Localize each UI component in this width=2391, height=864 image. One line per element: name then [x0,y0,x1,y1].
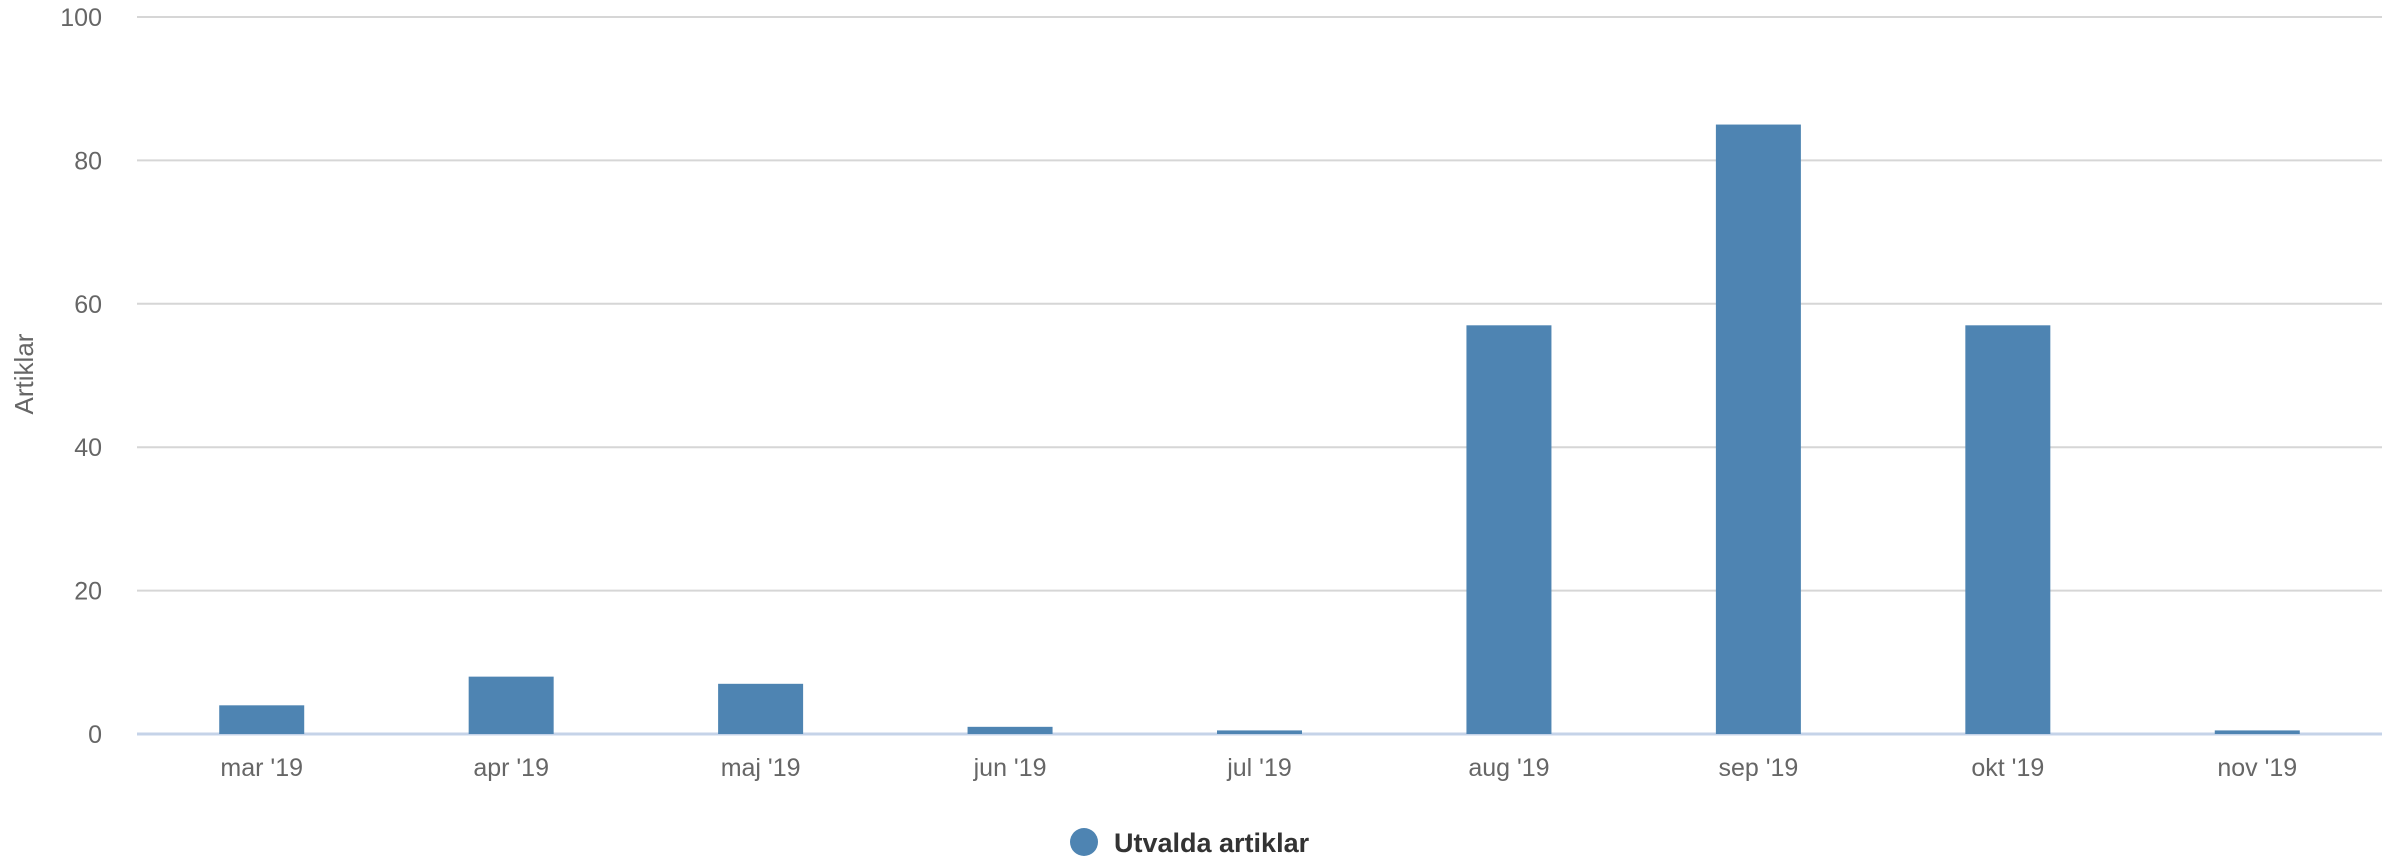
y-tick-label: 40 [74,434,102,462]
x-tick-label: jul '19 [1226,754,1292,782]
y-tick-label: 0 [88,721,102,749]
bar[interactable] [1217,730,1302,734]
x-tick-label: aug '19 [1468,754,1549,782]
x-tick-label: nov '19 [2217,754,2297,782]
x-tick-label: mar '19 [220,754,303,782]
y-tick-label: 100 [60,4,102,32]
y-tick-label: 60 [74,291,102,319]
bar[interactable] [1466,325,1552,734]
bars [219,124,2300,735]
bar[interactable] [1965,325,2051,734]
bar[interactable] [219,705,305,734]
bar[interactable] [468,676,554,734]
x-axis-ticks: mar '19 apr '19 maj '19 jun '19 jul '19 aug '… [220,754,2297,782]
bar[interactable] [1715,124,1801,735]
bar[interactable] [967,726,1053,734]
x-tick-label: sep '19 [1718,754,1798,782]
y-axis-title: Artiklar [9,333,39,414]
bar[interactable] [718,683,804,734]
x-tick-label: okt '19 [1971,754,2044,782]
legend-swatch-icon [1070,828,1098,856]
x-tick-label: apr '19 [473,754,549,782]
y-tick-label: 80 [74,147,102,175]
x-tick-label: maj '19 [721,754,801,782]
legend-label: Utvalda artiklar [1114,828,1310,858]
legend[interactable]: Utvalda artiklar [1070,828,1310,858]
bar[interactable] [2214,730,2300,734]
y-tick-label: 20 [74,578,102,606]
y-axis-ticks: 0 20 40 60 80 100 [60,4,102,749]
x-tick-label: jun '19 [973,754,1047,782]
